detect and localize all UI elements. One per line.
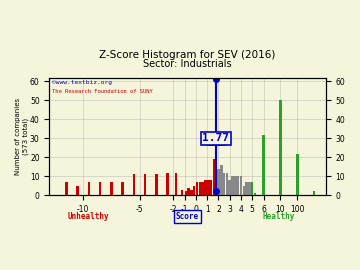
Bar xyxy=(296,154,298,195)
Bar xyxy=(237,176,239,195)
Bar xyxy=(213,159,215,195)
Bar xyxy=(210,180,212,195)
Bar xyxy=(99,182,101,195)
Bar xyxy=(199,182,201,195)
Bar xyxy=(121,182,124,195)
Bar xyxy=(196,182,198,195)
Bar xyxy=(181,190,183,195)
Bar xyxy=(110,182,113,195)
Y-axis label: Number of companies
(573 total): Number of companies (573 total) xyxy=(15,98,28,175)
Bar xyxy=(207,180,210,195)
Bar xyxy=(185,191,187,195)
Bar xyxy=(229,180,231,195)
Bar xyxy=(155,174,158,195)
Bar xyxy=(231,176,234,195)
Bar xyxy=(144,174,147,195)
Bar xyxy=(175,173,177,195)
Text: The Research Foundation of SUNY: The Research Foundation of SUNY xyxy=(51,89,152,94)
Bar xyxy=(190,190,193,195)
Bar xyxy=(204,180,207,195)
Bar xyxy=(193,186,195,195)
Text: ©www.textbiz.org: ©www.textbiz.org xyxy=(51,80,112,85)
Bar xyxy=(254,193,256,195)
Bar xyxy=(87,182,90,195)
Bar xyxy=(246,182,248,195)
Bar xyxy=(262,134,265,195)
Bar xyxy=(243,186,245,195)
Bar xyxy=(76,186,79,195)
Bar xyxy=(187,188,190,195)
Bar xyxy=(248,182,251,195)
Text: Unhealthy: Unhealthy xyxy=(67,212,109,221)
Bar xyxy=(240,176,242,195)
Title: Z-Score Histogram for SEV (2016): Z-Score Histogram for SEV (2016) xyxy=(99,50,276,60)
Bar xyxy=(234,176,237,195)
Bar xyxy=(279,100,282,195)
Bar xyxy=(313,191,315,195)
Text: Sector: Industrials: Sector: Industrials xyxy=(143,59,232,69)
Bar xyxy=(202,182,204,195)
Bar xyxy=(217,169,220,195)
Bar xyxy=(65,182,68,195)
Text: Score: Score xyxy=(176,212,199,221)
Bar xyxy=(220,165,222,195)
Bar xyxy=(215,165,217,195)
Bar xyxy=(251,182,253,195)
Bar xyxy=(133,174,135,195)
Text: 1.77: 1.77 xyxy=(202,133,229,143)
Bar xyxy=(223,173,225,195)
Text: Healthy: Healthy xyxy=(262,212,295,221)
Bar xyxy=(226,173,228,195)
Bar xyxy=(166,173,169,195)
